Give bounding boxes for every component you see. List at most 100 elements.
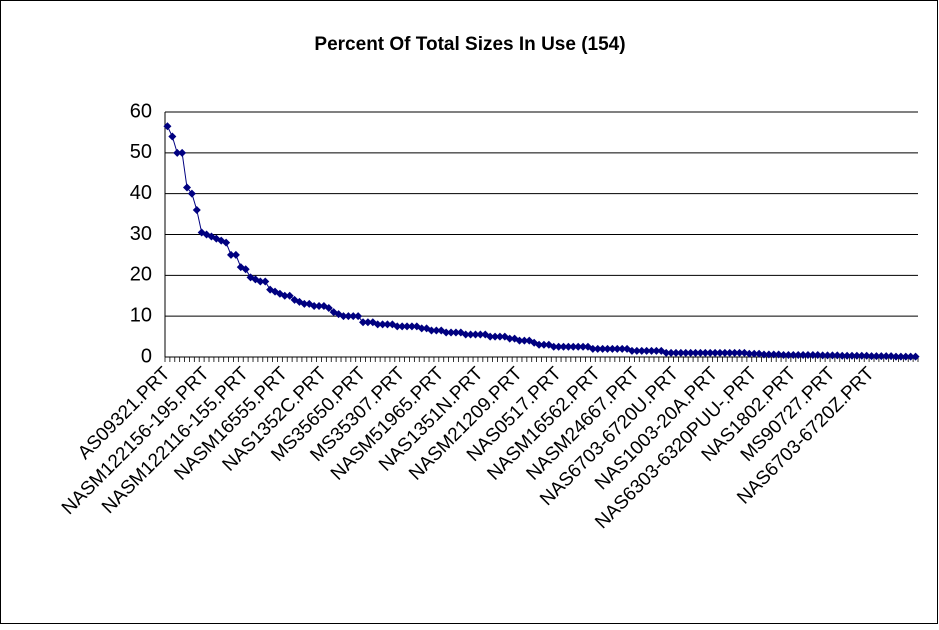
data-point: [715, 348, 724, 357]
data-point: [393, 322, 402, 331]
data-point: [891, 352, 900, 361]
data-point: [173, 148, 182, 157]
data-point: [755, 349, 764, 358]
data-point: [598, 344, 607, 353]
data-point: [466, 330, 475, 339]
data-point: [187, 189, 196, 198]
y-tick-label: 30: [130, 223, 152, 245]
data-point: [403, 322, 412, 331]
data-point: [843, 351, 852, 360]
data-point: [833, 351, 842, 360]
data-point: [828, 351, 837, 360]
data-point: [324, 304, 333, 312]
data-point: [310, 301, 319, 310]
data-point: [363, 318, 372, 327]
data-point: [618, 344, 627, 353]
data-point: [911, 352, 920, 361]
data-point: [471, 330, 480, 339]
data-point: [735, 348, 744, 357]
data-point: [867, 352, 876, 361]
data-point: [647, 346, 656, 355]
y-tick-label: 0: [141, 345, 152, 367]
data-point: [569, 342, 578, 351]
data-point: [632, 346, 641, 355]
data-point: [799, 350, 808, 359]
data-point: [671, 348, 680, 357]
data-point: [725, 348, 734, 357]
data-point: [261, 277, 270, 286]
data-point: [681, 348, 690, 357]
data-point: [794, 350, 803, 359]
data-point: [887, 352, 896, 361]
data-point: [579, 342, 588, 351]
data-point: [676, 348, 685, 357]
data-point: [706, 348, 715, 357]
data-point: [808, 350, 817, 359]
data-point: [373, 320, 382, 329]
data-point: [603, 344, 612, 353]
data-point: [818, 351, 827, 360]
data-point: [559, 342, 568, 351]
data-point: [637, 346, 646, 355]
data-point: [667, 348, 676, 357]
data-point: [857, 351, 866, 360]
data-point: [769, 350, 778, 359]
data-point: [813, 350, 822, 359]
data-point: [520, 336, 529, 345]
data-point: [280, 291, 289, 300]
data-point: [852, 351, 861, 360]
data-point: [882, 352, 891, 361]
data-point: [344, 312, 353, 321]
data-point: [847, 351, 856, 360]
data-point: [774, 350, 783, 359]
data-point: [231, 250, 240, 259]
data-point: [686, 348, 695, 357]
data-point: [549, 342, 558, 351]
data-point: [515, 336, 524, 345]
data-point: [378, 320, 387, 329]
data-point: [183, 183, 192, 192]
data-point: [711, 348, 720, 357]
data-point: [642, 346, 651, 355]
data-point: [398, 322, 407, 331]
data-point: [764, 350, 773, 359]
data-point: [662, 348, 671, 357]
data-point: [872, 352, 881, 361]
data-point: [451, 328, 460, 337]
data-point: [823, 351, 832, 360]
data-point: [701, 348, 710, 357]
data-point: [349, 312, 358, 321]
data-point: [163, 122, 172, 131]
data-point: [178, 148, 187, 157]
data-point: [877, 352, 886, 361]
data-point: [427, 326, 436, 335]
data-point: [359, 318, 368, 327]
data-point: [730, 348, 739, 357]
data-point: [495, 332, 504, 341]
data-point: [779, 350, 788, 359]
data-point: [803, 350, 812, 359]
data-point: [222, 238, 231, 247]
data-point: [588, 344, 597, 353]
data-point: [339, 312, 348, 321]
data-point: [789, 350, 798, 359]
data-point: [896, 352, 905, 361]
y-tick-label: 10: [130, 304, 152, 326]
data-point: [192, 206, 201, 214]
data-point: [256, 277, 265, 286]
data-point: [906, 352, 915, 361]
data-point: [720, 348, 729, 357]
data-point: [613, 344, 622, 353]
y-tick-label: 60: [130, 100, 152, 122]
data-point: [901, 352, 910, 361]
data-point: [227, 250, 236, 259]
data-point: [838, 351, 847, 360]
data-point: [691, 348, 700, 357]
data-point: [432, 326, 441, 335]
data-point: [486, 332, 495, 341]
data-point: [652, 346, 661, 355]
data-point: [608, 344, 617, 353]
data-point: [593, 344, 602, 353]
data-point: [554, 342, 563, 351]
